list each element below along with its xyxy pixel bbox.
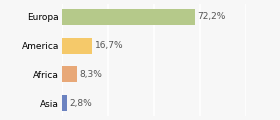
Bar [62, 38, 92, 54]
Bar [62, 9, 195, 25]
Text: 16,7%: 16,7% [95, 41, 123, 50]
Bar [62, 66, 77, 82]
Bar [62, 95, 67, 111]
Text: 8,3%: 8,3% [79, 70, 102, 79]
Text: 2,8%: 2,8% [69, 99, 92, 108]
Text: 72,2%: 72,2% [197, 12, 226, 21]
